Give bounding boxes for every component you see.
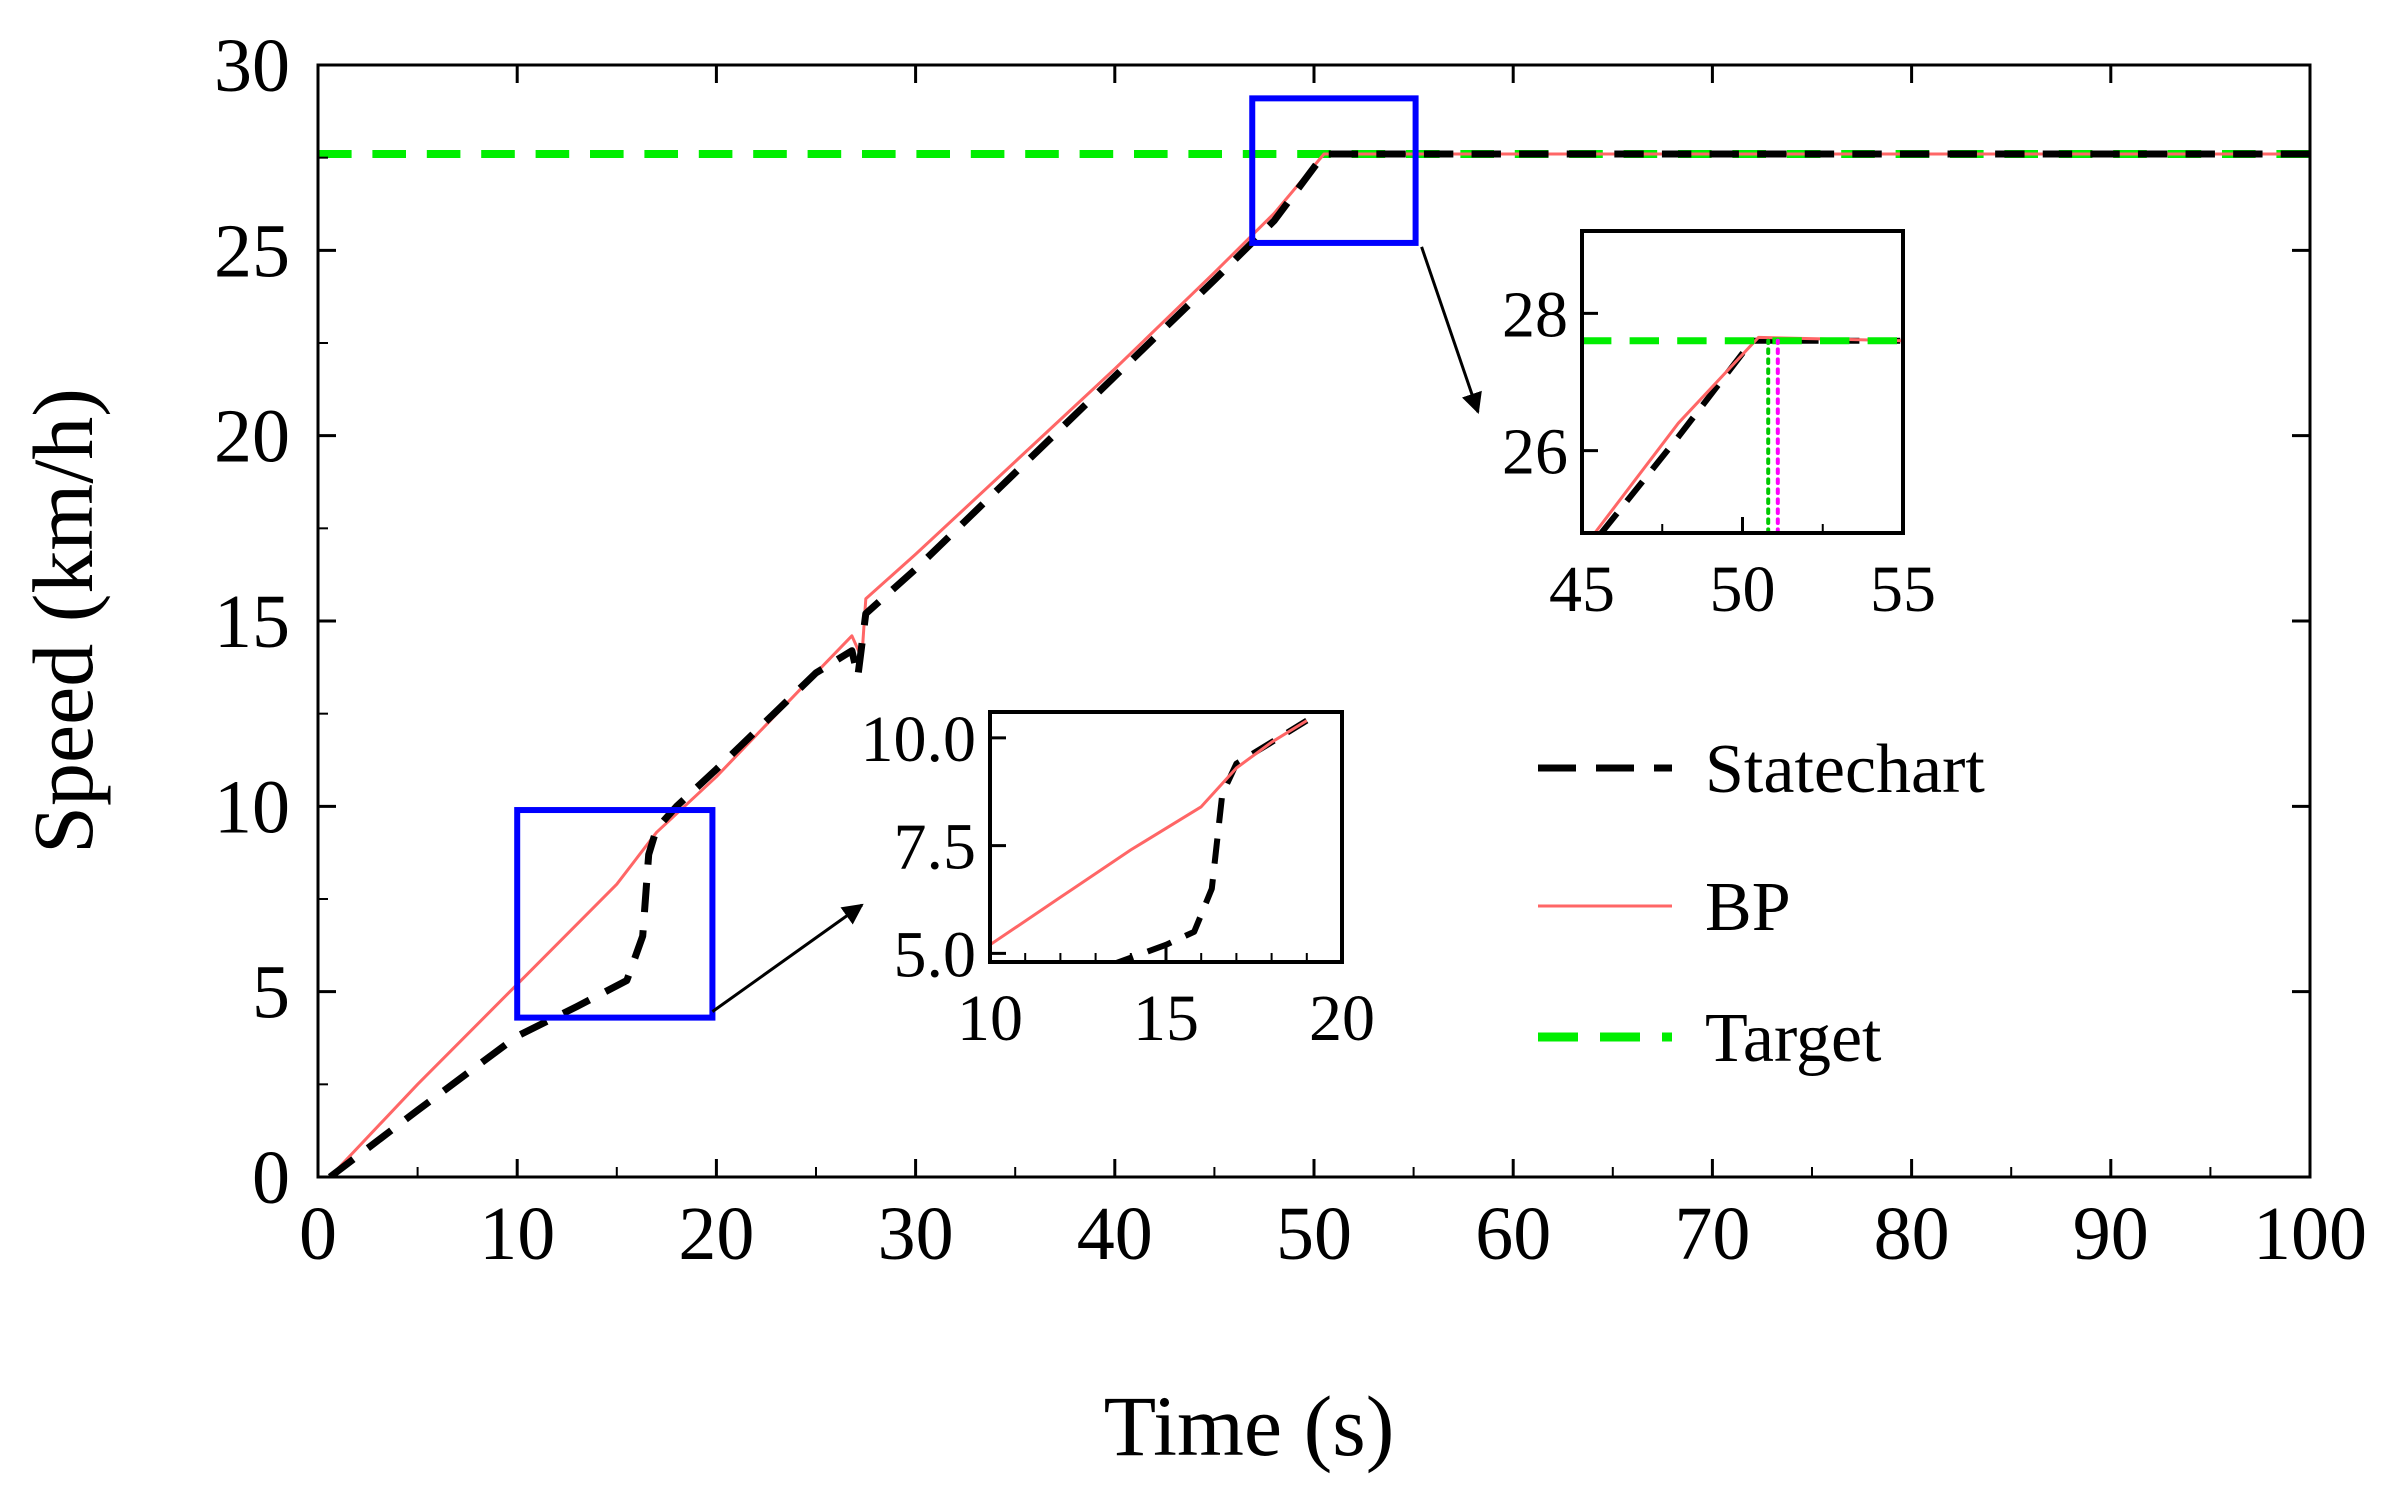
zoom-box-2 [1249,95,1419,246]
y-tick-label: 10 [214,765,290,849]
y-tick-label: 30 [214,24,290,108]
series-line-bp [328,152,2310,1177]
y-tick-label: 20 [214,395,290,479]
inset-plot-early: 10 15 20 5.0 7.5 10.0 [861,703,1376,1055]
inset-x-tick-label: 15 [1133,982,1199,1055]
zoom-arrow-2 [1420,246,1482,414]
y-tick-label: 15 [214,580,290,664]
y-tick-label: 25 [214,209,290,293]
series-line-statechart [1598,337,1903,533]
inset-y-tick-label: 7.5 [894,811,977,884]
y-tick-label: 0 [252,1136,290,1220]
y-axis-title: Speed (km/h) [15,388,111,854]
inset-x-tick-label: 20 [1309,982,1375,1055]
inset-x-tick-label: 55 [1870,553,1936,626]
zoom-arrow-1 [711,903,864,1013]
zoom-box-1 [514,807,716,1021]
x-tick-label: 0 [299,1192,337,1276]
x-tick-label: 30 [878,1192,954,1276]
inset-x-tick-label: 45 [1549,553,1615,626]
series-line-bp [990,719,1308,947]
x-tick-label: 20 [678,1192,754,1276]
legend-label-target: Target [1705,1000,1882,1077]
x-tick-label: 70 [1674,1192,1750,1276]
legend-label-bp: BP [1705,869,1791,946]
x-tick-label: 10 [479,1192,555,1276]
inset-y-tick-label: 26 [1502,416,1568,489]
x-tick-label: 100 [2253,1192,2367,1276]
main-plot: 0 10 20 30 40 50 60 70 80 90 100 0 5 10 15 20 25 30 Time (… [15,24,2367,1474]
legend-label-statechart: Statechart [1705,731,1985,808]
x-tick-label: 50 [1276,1192,1352,1276]
x-tick-label: 90 [2073,1192,2149,1276]
zoom-indicators [514,95,1482,1021]
inset-x-tick-label: 50 [1710,553,1776,626]
inset-y-tick-label: 10.0 [861,703,977,776]
series-line-statechart [327,150,2310,1177]
y-tick-label: 5 [252,951,290,1035]
inset-background [990,712,1342,962]
inset-y-tick-label: 28 [1502,278,1568,351]
legend: Statechart BP Target [1538,731,1985,1077]
inset-x-tick-label: 10 [957,982,1023,1055]
x-tick-label: 80 [1874,1192,1950,1276]
inset-background [1582,231,1903,533]
x-tick-label: 40 [1077,1192,1153,1276]
x-tick-label: 60 [1475,1192,1551,1276]
inset-plot-late: 45 50 55 26 28 [1502,229,1936,626]
inset-y-tick-label: 5.0 [894,918,977,991]
x-axis-title: Time (s) [1104,1378,1395,1474]
